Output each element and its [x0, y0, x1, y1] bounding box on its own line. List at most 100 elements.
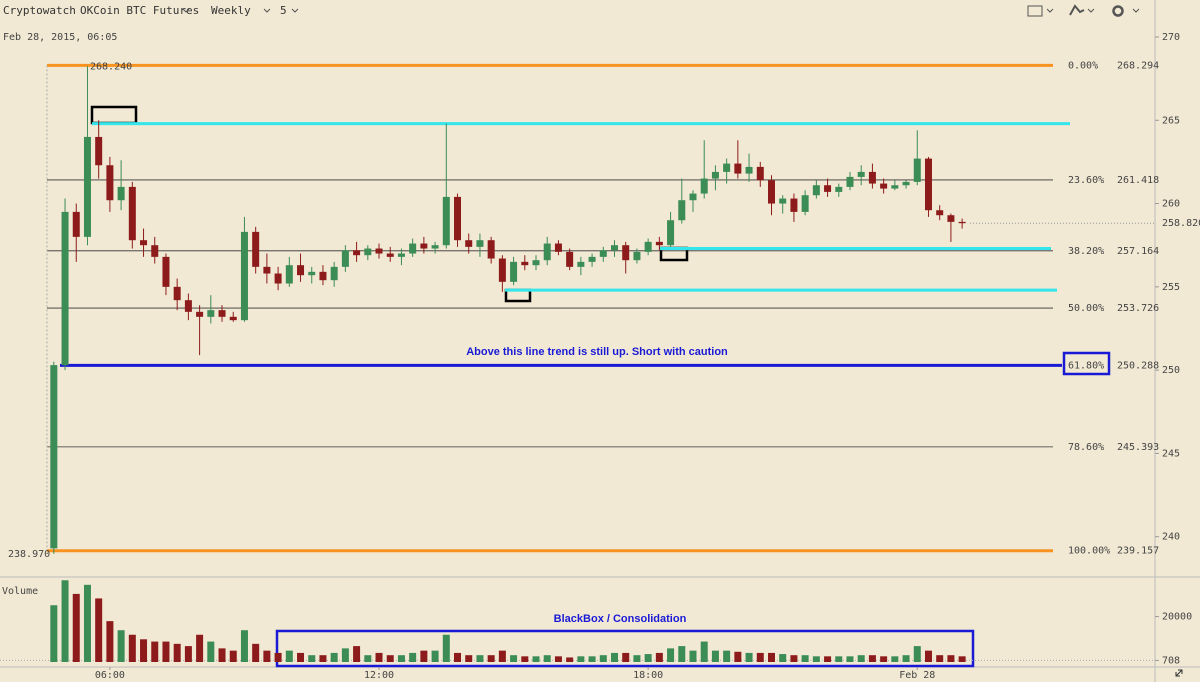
candle-body: [454, 196, 462, 241]
volume-bar: [891, 656, 899, 662]
candle-body: [465, 240, 473, 247]
volume-bar: [364, 655, 372, 662]
candle-body: [711, 171, 719, 179]
volume-bar: [420, 650, 428, 662]
icon-bars[interactable]: [1027, 5, 1043, 17]
fib-value: 239.157: [1117, 546, 1159, 557]
fib-percent: 50.00%: [1068, 303, 1104, 314]
volume-bar: [72, 593, 80, 662]
volume-bar: [790, 655, 798, 662]
candle-body: [95, 136, 103, 166]
candle-body: [924, 158, 932, 211]
volume-bar: [532, 656, 540, 662]
volume-bar: [700, 641, 708, 662]
level-box: [1062, 351, 1111, 376]
volume-bar: [274, 652, 282, 662]
volume-bar: [936, 655, 944, 662]
candle-body: [252, 231, 260, 267]
candle-body: [229, 316, 237, 321]
candle-body: [184, 300, 192, 312]
candle-body: [117, 186, 125, 201]
candle-body: [667, 220, 675, 246]
candle-body: [835, 186, 843, 192]
volume-bar: [835, 656, 843, 662]
icon-draw[interactable]: [1069, 4, 1085, 16]
volume-bar: [521, 656, 529, 662]
candle-body: [442, 196, 450, 246]
market-select[interactable]: OKCoin BTC Futures: [80, 4, 199, 17]
volume-bar: [588, 656, 596, 662]
volume-bar: [95, 598, 103, 662]
candle-body: [218, 310, 226, 317]
fib-percent: 23.60%: [1068, 175, 1104, 186]
volume-bar: [689, 650, 697, 662]
volume-bar: [252, 643, 260, 662]
candle-body: [285, 265, 293, 284]
fib-value: 245.393: [1117, 442, 1159, 453]
date-label: Feb 28, 2015, 06:05: [3, 32, 117, 43]
candle-body: [633, 251, 641, 261]
candle-body: [779, 198, 787, 204]
volume-bar: [83, 584, 91, 662]
candle-body: [106, 165, 114, 201]
volume-bar: [801, 655, 809, 662]
interval-select[interactable]: 5: [280, 4, 287, 17]
candle-body: [487, 240, 495, 259]
volume-bar: [106, 621, 114, 662]
candle-body: [207, 310, 215, 317]
candle-body: [521, 261, 529, 266]
x-tick-label: Feb 28: [899, 670, 935, 681]
x-tick-label: 18:00: [633, 670, 663, 681]
volume-bar: [734, 651, 742, 662]
volume-bar: [633, 655, 641, 662]
volume-bar: [846, 656, 854, 662]
volume-bar: [184, 646, 192, 662]
volume-bar: [543, 655, 551, 662]
volume-bar: [924, 650, 932, 662]
y-tick-label: 255: [1162, 282, 1180, 293]
candle-body: [173, 286, 181, 301]
candle-body: [723, 163, 731, 172]
volume-bar: [353, 646, 361, 662]
volume-bar: [173, 643, 181, 662]
volume-bar: [767, 652, 775, 662]
icon-settings[interactable]: [1112, 5, 1124, 17]
annotation: Above this line trend is still up. Short…: [466, 346, 728, 358]
candle-body: [891, 185, 899, 189]
candle-body: [566, 251, 574, 267]
volume-bar: [655, 652, 663, 662]
volume-bar: [476, 655, 484, 662]
candle-body: [745, 166, 753, 174]
period-select[interactable]: Weekly: [211, 4, 251, 17]
candle-body: [308, 271, 316, 276]
candle-body: [902, 181, 910, 186]
volume-bar: [779, 654, 787, 662]
y-tick-label: 240: [1162, 532, 1180, 543]
volume-bar: [431, 650, 439, 662]
candle-body: [767, 180, 775, 204]
site-name[interactable]: Cryptowatch: [3, 4, 76, 17]
candle-body: [689, 193, 697, 201]
candle-body: [240, 231, 248, 321]
candle-body: [151, 245, 159, 257]
volume-bar: [812, 656, 820, 662]
candle-body: [868, 171, 876, 184]
fib-value: 268.294: [1117, 60, 1159, 71]
candle-body: [364, 248, 372, 256]
volume-bar: [947, 655, 955, 662]
dropdown-arrows: [182, 8, 1140, 13]
volume-bar: [824, 656, 832, 662]
y-tick-label: 245: [1162, 448, 1180, 459]
candle-body: [644, 241, 652, 252]
candle-body: [554, 243, 562, 252]
candle-body: [913, 158, 921, 182]
candle-body: [319, 271, 327, 281]
fib-value: 257.164: [1117, 246, 1159, 257]
consolidation-box: [275, 629, 975, 668]
icon-expand[interactable]: [1175, 669, 1183, 677]
volume-bar: [611, 652, 619, 662]
volume-bar: [644, 654, 652, 662]
volume-bar: [207, 641, 215, 662]
candle-body: [857, 171, 865, 177]
candle-body: [83, 136, 91, 237]
